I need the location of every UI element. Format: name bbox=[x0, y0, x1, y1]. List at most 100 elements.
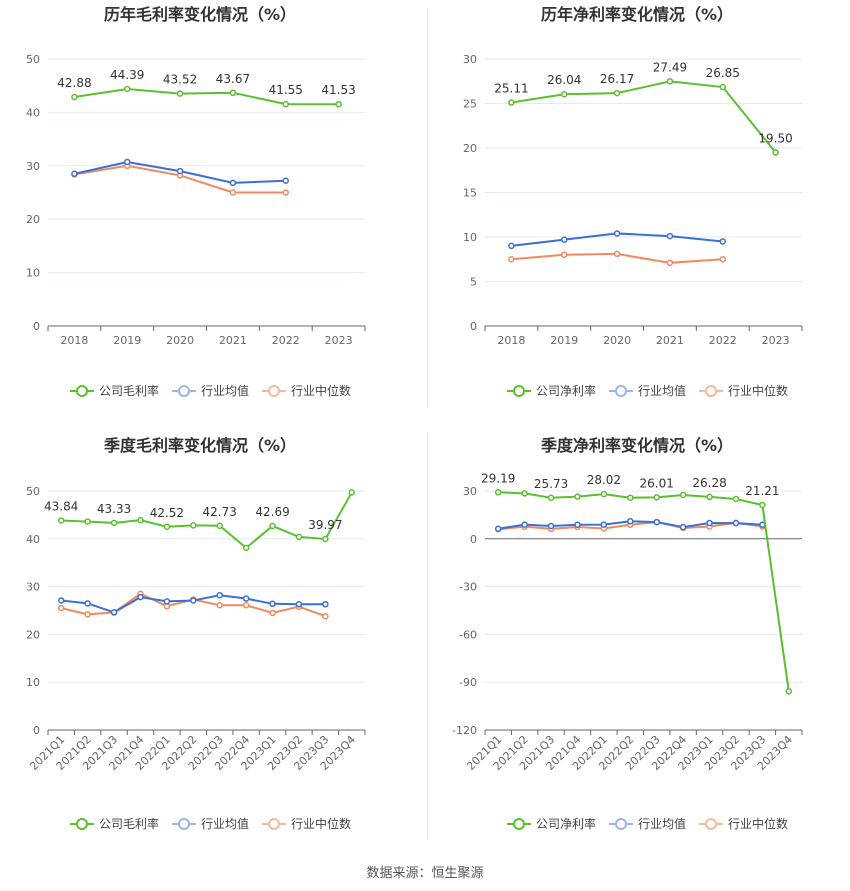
chart2-series-point-0 bbox=[772, 149, 779, 156]
chart1-title: 历年毛利率变化情况（%） bbox=[104, 5, 296, 24]
vertical-divider-top bbox=[427, 8, 428, 408]
chart1-series-point-0 bbox=[229, 89, 237, 97]
chart3-data-label: 39.97 bbox=[308, 518, 342, 532]
chart4-data-label: 21.21 bbox=[745, 484, 779, 498]
chart4-series-point-0 bbox=[706, 493, 713, 501]
chart3-series-point-1 bbox=[190, 597, 197, 604]
chart1-series-point-0 bbox=[124, 85, 131, 93]
chart2-series-point-0 bbox=[613, 89, 621, 97]
chart1-y-tick-label: 40 bbox=[26, 106, 40, 119]
chart2-series-point-1 bbox=[508, 242, 515, 250]
chart2-series-point-1 bbox=[666, 232, 674, 240]
chart3-series-point-2 bbox=[57, 604, 65, 612]
chart3-y-tick-label: 50 bbox=[26, 485, 40, 498]
chart2-y-tick-label: 30 bbox=[463, 53, 477, 66]
chart1-series-point-1 bbox=[71, 170, 78, 178]
chart4-data-label: 28.02 bbox=[587, 473, 621, 487]
chart3-data-label: 42.69 bbox=[255, 505, 289, 519]
chart3-series-point-1 bbox=[84, 600, 91, 607]
chart1-series-point-0 bbox=[282, 100, 289, 108]
chart2-series-point-1 bbox=[613, 230, 621, 237]
chart4-series-point-0 bbox=[759, 501, 766, 509]
chart3-legend-marker bbox=[268, 818, 280, 830]
chart3-y-tick-label: 10 bbox=[26, 676, 40, 689]
chart3-series-point-1 bbox=[163, 598, 171, 605]
chart3-y-tick-label: 40 bbox=[26, 533, 40, 546]
chart3-series-point-0 bbox=[242, 544, 250, 552]
chart2-legend-label: 行业中位数 bbox=[728, 383, 788, 398]
chart3-series-point-1 bbox=[295, 601, 303, 608]
chart1-data-label: 43.67 bbox=[216, 72, 250, 86]
chart1-data-label: 42.88 bbox=[57, 76, 91, 90]
chart3-series-point-1 bbox=[216, 591, 223, 599]
chart2-title: 历年净利率变化情况（%） bbox=[541, 5, 733, 24]
chart4-series-point-0 bbox=[600, 490, 608, 498]
chart3-y-tick-label: 0 bbox=[33, 724, 40, 737]
chart2-series-point-2 bbox=[508, 256, 515, 263]
chart2-series-line-0 bbox=[511, 80, 777, 154]
chart1-series-point-0 bbox=[71, 93, 78, 101]
chart1-legend-marker bbox=[178, 385, 190, 397]
chart1-series-point-1 bbox=[229, 179, 237, 187]
chart3-legend-label: 行业中位数 bbox=[291, 816, 351, 831]
chart1-legend-label: 行业中位数 bbox=[291, 383, 351, 398]
chart1-x-tick-label: 2022 bbox=[272, 334, 300, 347]
chart3-series-point-0 bbox=[110, 519, 118, 527]
chart2-data-label: 26.17 bbox=[600, 72, 634, 86]
chart4-y-tick-label: -120 bbox=[452, 724, 477, 737]
chart2-series-point-1 bbox=[719, 238, 726, 245]
chart4-series-line-0 bbox=[498, 491, 790, 692]
chart3-series-point-1 bbox=[269, 600, 276, 608]
chart4-series-point-1 bbox=[600, 521, 608, 528]
chart2-series-point-2 bbox=[666, 259, 674, 267]
chart3-legend-marker bbox=[178, 818, 190, 830]
chart4-series-point-1 bbox=[494, 525, 502, 533]
chart2-x-tick-label: 2023 bbox=[762, 334, 790, 347]
chart3-series-point-0 bbox=[137, 516, 144, 524]
chart3-series-point-0 bbox=[322, 535, 329, 543]
chart2-y-tick-label: 5 bbox=[470, 276, 477, 289]
chart4-title: 季度净利率变化情况（%） bbox=[540, 436, 733, 455]
chart1-series-point-2 bbox=[282, 189, 289, 196]
chart1-legend-label: 行业均值 bbox=[201, 383, 249, 398]
chart4-series-point-0 bbox=[679, 491, 687, 499]
chart2-series-point-2 bbox=[719, 256, 726, 263]
chart4-series-point-1 bbox=[547, 522, 555, 530]
chart2-y-tick-label: 25 bbox=[463, 98, 477, 111]
chart2-series-point-0 bbox=[508, 99, 515, 106]
chart4-data-label: 25.73 bbox=[534, 477, 568, 491]
chart4-series-point-0 bbox=[494, 489, 502, 496]
chart3-data-label: 43.33 bbox=[97, 502, 131, 516]
chart3-y-tick-label: 30 bbox=[26, 581, 40, 594]
chart1-x-tick-label: 2019 bbox=[113, 334, 141, 347]
chart3-series-point-1 bbox=[137, 593, 144, 601]
chart4-series-point-1 bbox=[732, 519, 740, 527]
chart1-y-tick-label: 20 bbox=[26, 213, 40, 226]
chart1-data-label: 44.39 bbox=[110, 68, 144, 82]
chart3-series-point-2 bbox=[269, 609, 276, 617]
data-source: 数据来源：恒生聚源 bbox=[0, 862, 850, 881]
chart2-series-point-2 bbox=[561, 251, 568, 259]
chart2-x-tick-label: 2020 bbox=[603, 334, 631, 347]
chart4-series-point-0 bbox=[785, 688, 793, 695]
chart1-y-tick-label: 50 bbox=[26, 53, 40, 66]
chart4-series-point-0 bbox=[732, 495, 740, 503]
chart4-data-label: 26.28 bbox=[692, 476, 726, 490]
chart1-legend-label: 公司毛利率 bbox=[99, 383, 159, 398]
chart2-series-point-0 bbox=[666, 78, 674, 85]
chart3-series-point-0 bbox=[57, 517, 65, 524]
chart2-y-tick-label: 20 bbox=[463, 142, 477, 155]
chart1-series-point-0 bbox=[176, 90, 184, 97]
chart4-series-point-1 bbox=[653, 518, 660, 526]
chart2-legend-marker bbox=[513, 385, 525, 397]
chart2-series-point-0 bbox=[561, 90, 568, 98]
chart3-data-label: 42.52 bbox=[150, 506, 184, 520]
chart4-legend-label: 行业中位数 bbox=[728, 816, 788, 831]
chart2-legend-marker bbox=[615, 385, 627, 397]
chart3-title: 季度毛利率变化情况（%） bbox=[103, 436, 296, 455]
chart2-legend-label: 公司净利率 bbox=[536, 383, 596, 398]
chart2-series-point-2 bbox=[613, 250, 621, 258]
chart2-y-tick-label: 15 bbox=[463, 187, 477, 200]
chart2-data-label: 19.50 bbox=[758, 131, 792, 145]
